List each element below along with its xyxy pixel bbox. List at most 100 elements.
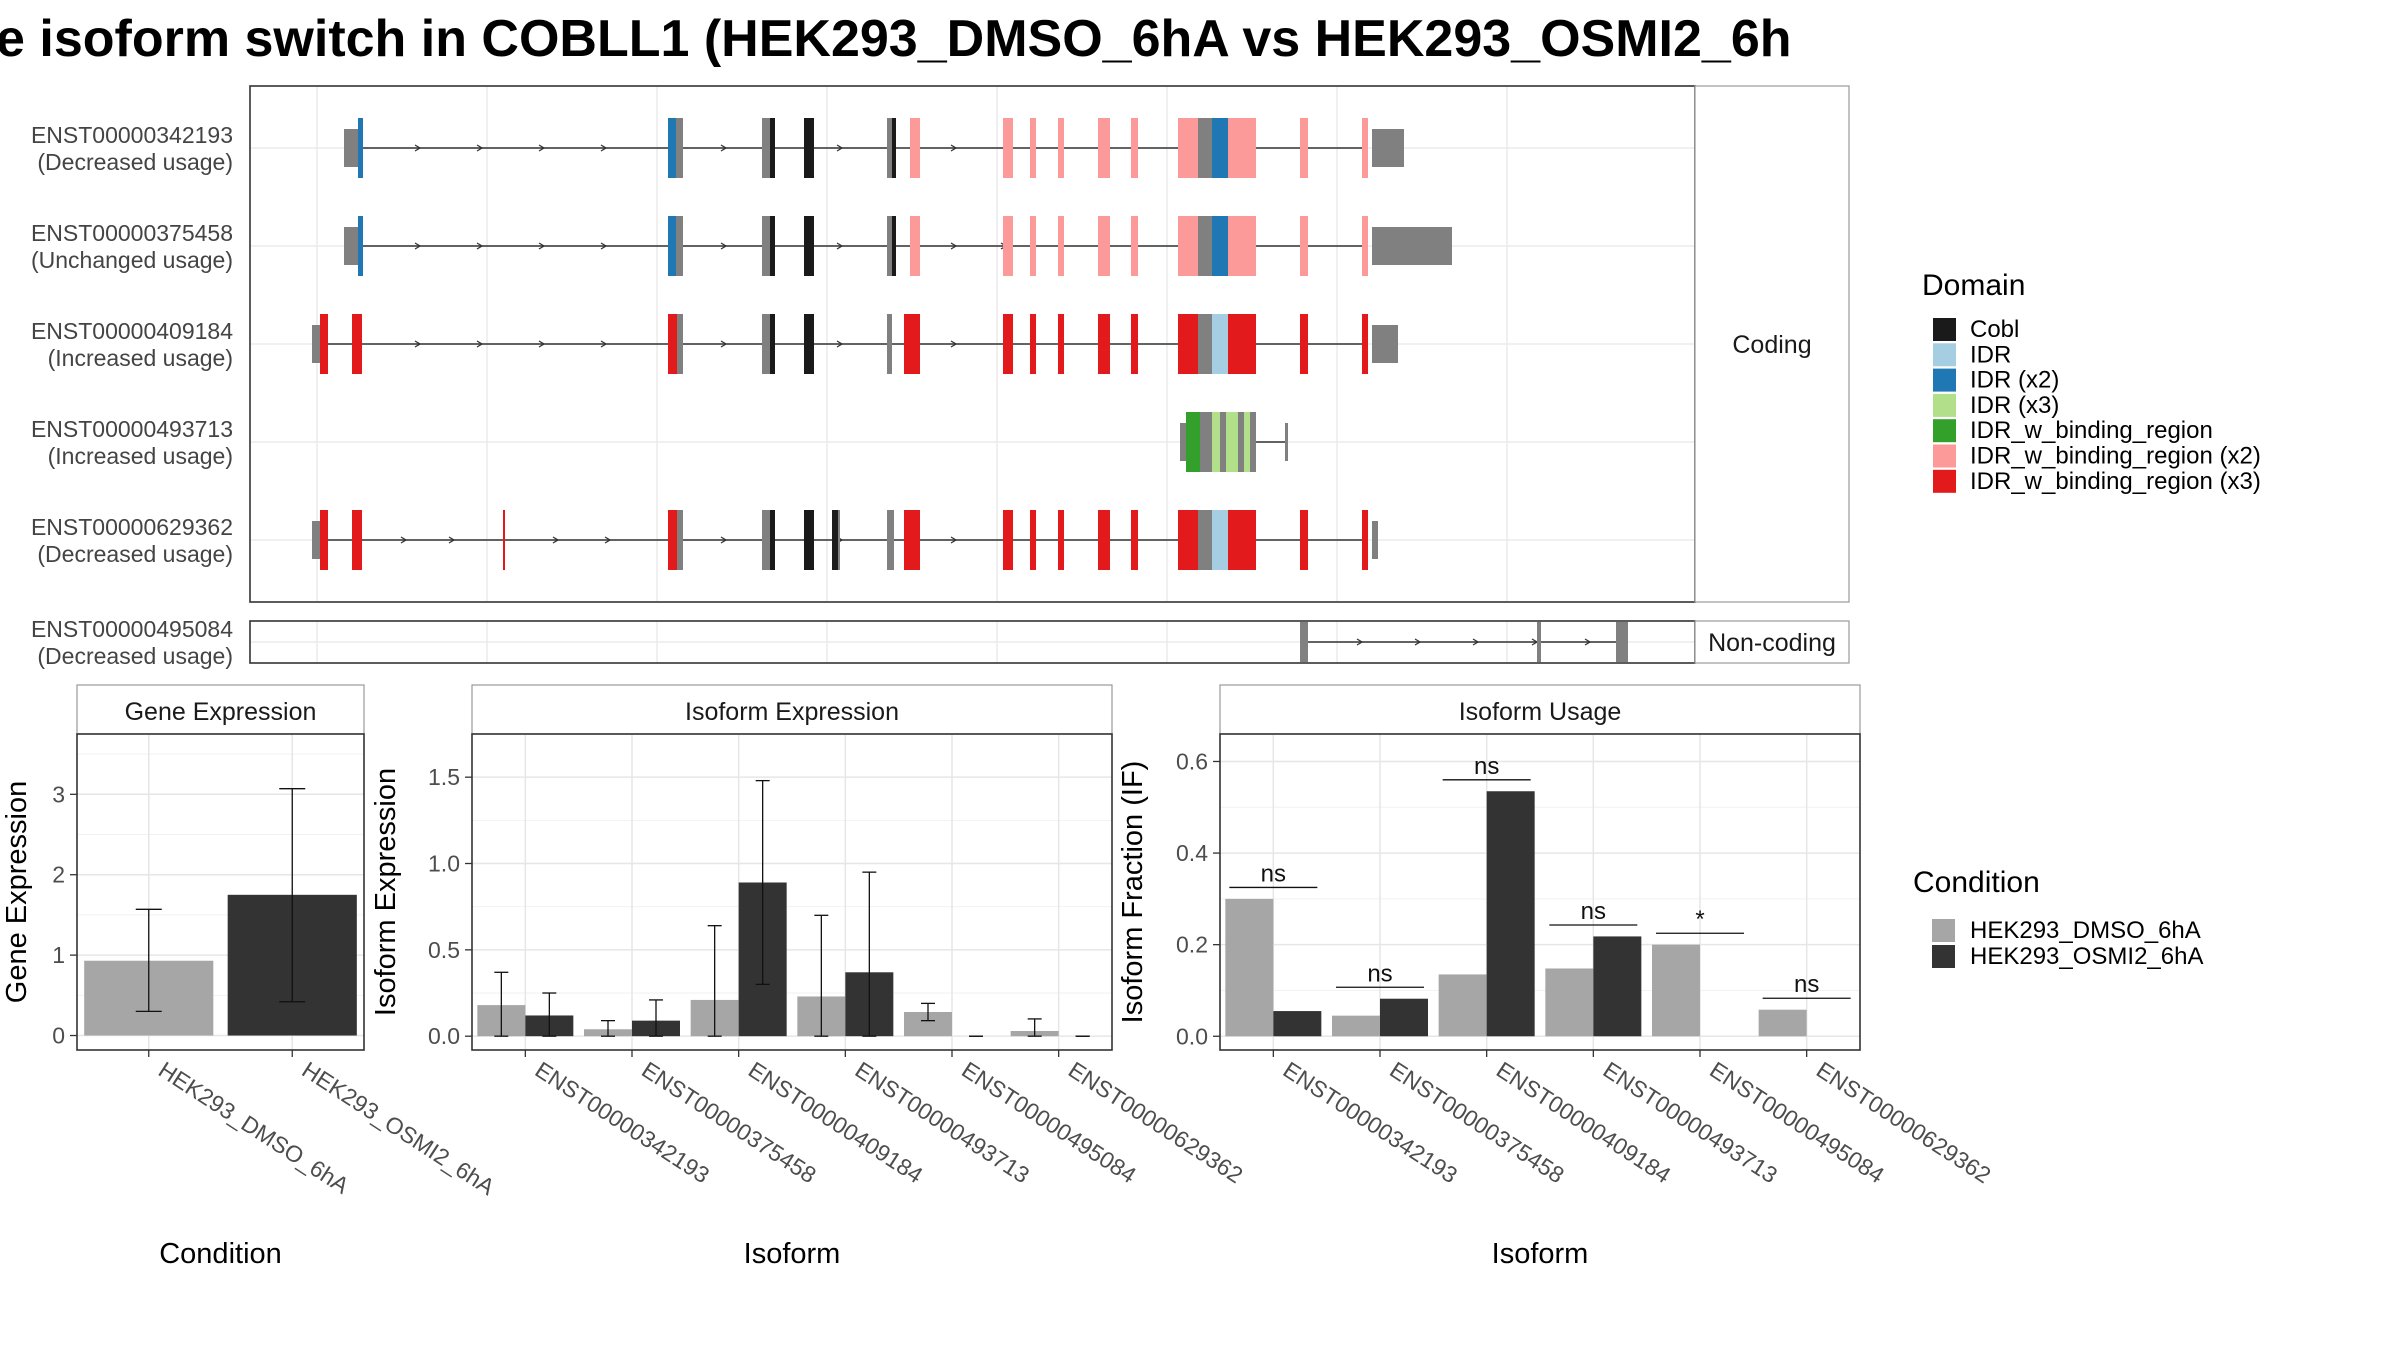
- exon-block: [1131, 216, 1138, 276]
- strand-arrow: [414, 242, 422, 250]
- strand-arrow: [836, 144, 844, 152]
- panel-title-strip: [76, 684, 365, 735]
- significance-label: ns: [1794, 971, 1819, 998]
- x-tick-label: ENST00000409184: [744, 1056, 928, 1188]
- utr-block: [312, 521, 322, 559]
- noncoding-strip: [1694, 620, 1850, 664]
- exon-block: [887, 118, 892, 178]
- panel-title: Isoform Usage: [1459, 698, 1622, 726]
- bar: [1486, 791, 1535, 1037]
- exon-block: [668, 118, 676, 178]
- exon-block: [832, 510, 838, 570]
- exon-block: [1362, 314, 1368, 374]
- exon-block: [887, 314, 892, 374]
- significance-label: ns: [1367, 960, 1392, 987]
- strand-arrow: [720, 144, 728, 152]
- exon-block: [676, 118, 683, 178]
- exon-block: [904, 510, 914, 570]
- domain-legend-label: IDR (x3): [1970, 392, 2059, 419]
- x-tick-label: ENST00000375458: [1385, 1056, 1569, 1188]
- strand-arrow: [604, 536, 612, 544]
- strand-arrow: [1472, 638, 1480, 646]
- utr-block: [1372, 227, 1452, 265]
- plot-background: [1220, 734, 1860, 1050]
- isoform-usage-chart: Isoform Usage 0.0 0.2 0.4 0.6 ns ns ns ns * ns ENST…: [1117, 684, 1996, 1270]
- exon-block: [770, 510, 775, 570]
- y-tick-label: 1.0: [428, 851, 460, 877]
- exon-block: [804, 216, 814, 276]
- exon-block: [1212, 314, 1228, 374]
- x-tick-label: ENST00000342193: [1279, 1056, 1463, 1188]
- condition-legend-title: Condition: [1913, 866, 2040, 899]
- strand-arrow: [720, 340, 728, 348]
- exon-block: [1098, 314, 1110, 374]
- domain-legend-title: Domain: [1922, 269, 2025, 302]
- exon-block: [320, 314, 328, 374]
- exon-block: [358, 118, 363, 178]
- exon-block: [887, 510, 894, 570]
- exon-block: [892, 118, 896, 178]
- transcript-usage-label: (Unchanged usage): [31, 247, 233, 273]
- domain-legend-label: IDR (x2): [1970, 367, 2059, 394]
- exon-block: [1300, 118, 1308, 178]
- strand-arrow: [414, 340, 422, 348]
- exon-block: [910, 118, 920, 178]
- significance-label: ns: [1261, 860, 1286, 887]
- exon-block: [1098, 510, 1110, 570]
- exon-block: [1030, 510, 1036, 570]
- x-tick-label: ENST00000375458: [637, 1056, 821, 1188]
- exon-block: [1098, 118, 1110, 178]
- transcript-id-label: ENST00000375458: [31, 220, 233, 246]
- exon-block: [1058, 510, 1064, 570]
- exon-block: [1131, 510, 1138, 570]
- exon-block: [770, 118, 775, 178]
- y-tick-label: 0.0: [1176, 1023, 1208, 1049]
- strand-arrow: [950, 144, 958, 152]
- domain-legend-swatch: [1933, 343, 1956, 367]
- exon-block: [910, 216, 920, 276]
- exon-block: [770, 216, 775, 276]
- strand-arrow: [600, 144, 608, 152]
- exon-block: [1198, 510, 1212, 570]
- y-tick-label: 0.5: [428, 937, 460, 963]
- x-axis-title: Condition: [159, 1238, 282, 1270]
- strand-arrow: [552, 536, 560, 544]
- strand-arrow: [538, 242, 546, 250]
- exon-block: [887, 216, 892, 276]
- plot-frame: [471, 733, 1113, 1051]
- exon-block: [1003, 216, 1013, 276]
- exon-block: [910, 314, 920, 374]
- transcript-id-label: ENST00000493713: [31, 416, 233, 442]
- domain-legend-label: IDR_w_binding_region (x3): [1970, 468, 2261, 495]
- exon-block: [677, 510, 683, 570]
- utr-block: [1285, 423, 1288, 461]
- domain-legend-swatch: [1933, 318, 1956, 341]
- exon-block: [1300, 622, 1308, 662]
- y-axis-title: Isoform Expression: [370, 768, 402, 1016]
- exon-block: [1030, 314, 1036, 374]
- exon-block: [1178, 510, 1198, 570]
- x-tick-label: ENST00000493713: [851, 1056, 1035, 1188]
- exon-block: [1058, 216, 1064, 276]
- exon-block: [1212, 118, 1228, 178]
- exon-block: [1058, 314, 1064, 374]
- panel-title-strip: [1219, 684, 1861, 735]
- transcript-usage-label: (Increased usage): [48, 345, 233, 371]
- bar: [1593, 936, 1642, 1037]
- domain-legend-swatch: [1933, 444, 1956, 468]
- exon-block: [1300, 216, 1308, 276]
- exon-block: [1178, 118, 1198, 178]
- exon-block: [1226, 412, 1238, 472]
- utr-block: [1180, 423, 1186, 461]
- exon-block: [1300, 510, 1308, 570]
- exon-block: [677, 314, 683, 374]
- strand-arrow: [538, 340, 546, 348]
- domain-legend-label: IDR_w_binding_region (x2): [1970, 443, 2261, 470]
- x-tick-label: ENST00000495084: [957, 1056, 1141, 1188]
- exon-block: [1178, 314, 1198, 374]
- gene-expression-chart: Gene Expression0123HEK293_DMSO_6hAHEK293…: [1, 684, 500, 1270]
- strand-arrow: [950, 242, 958, 250]
- exon-block: [804, 314, 814, 374]
- exon-block: [1238, 412, 1244, 472]
